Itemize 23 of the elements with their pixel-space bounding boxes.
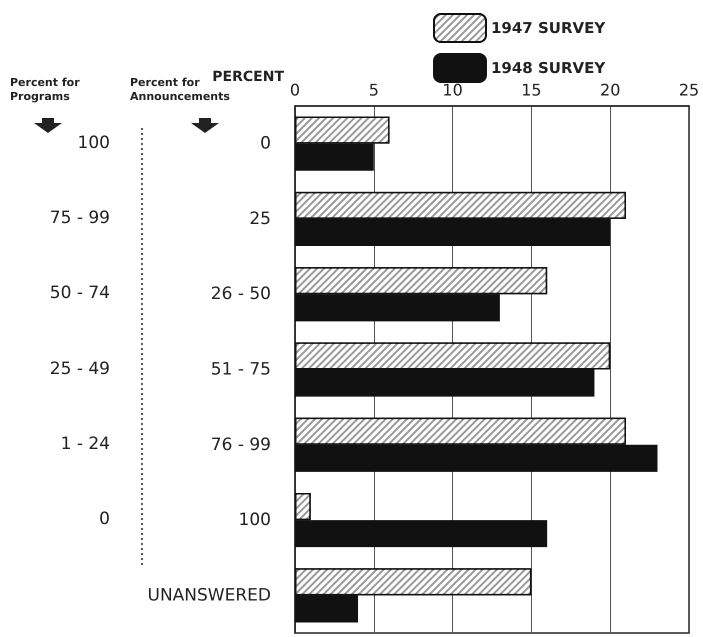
x-tick-label: 15 [521,80,542,100]
text: 0 [98,509,110,530]
text: 75 - 99 [48,208,110,228]
y-tick-label: UNANSWERED [148,585,271,606]
y-tick-label: 0 [260,134,271,154]
y-tick-label: 100 [238,510,271,530]
text: Percent for Programs [10,76,81,104]
text: 50 - 74 [48,283,110,304]
x-tick-label: 20 [600,80,620,100]
text: 100 [76,132,110,153]
y-tick-label: 26 - 50 [210,284,271,304]
x-tick-label: 5 [368,80,379,100]
text: 25 - 49 [48,358,110,378]
x-tick-label: 0 [290,80,300,100]
x-axis-title: PERCENT [212,69,284,85]
y-tick-label: 76 - 99 [210,434,271,455]
y-tick-label: 25 [249,208,271,229]
text: 1 - 24 [60,434,110,454]
x-tick-label: 25 [678,80,700,100]
legend-label: 1947 SURVEY [491,19,606,37]
y-tick-label: 51 - 75 [210,360,271,380]
legend-label: 1948 SURVEY [491,59,606,77]
x-tick-label: 10 [442,80,463,100]
